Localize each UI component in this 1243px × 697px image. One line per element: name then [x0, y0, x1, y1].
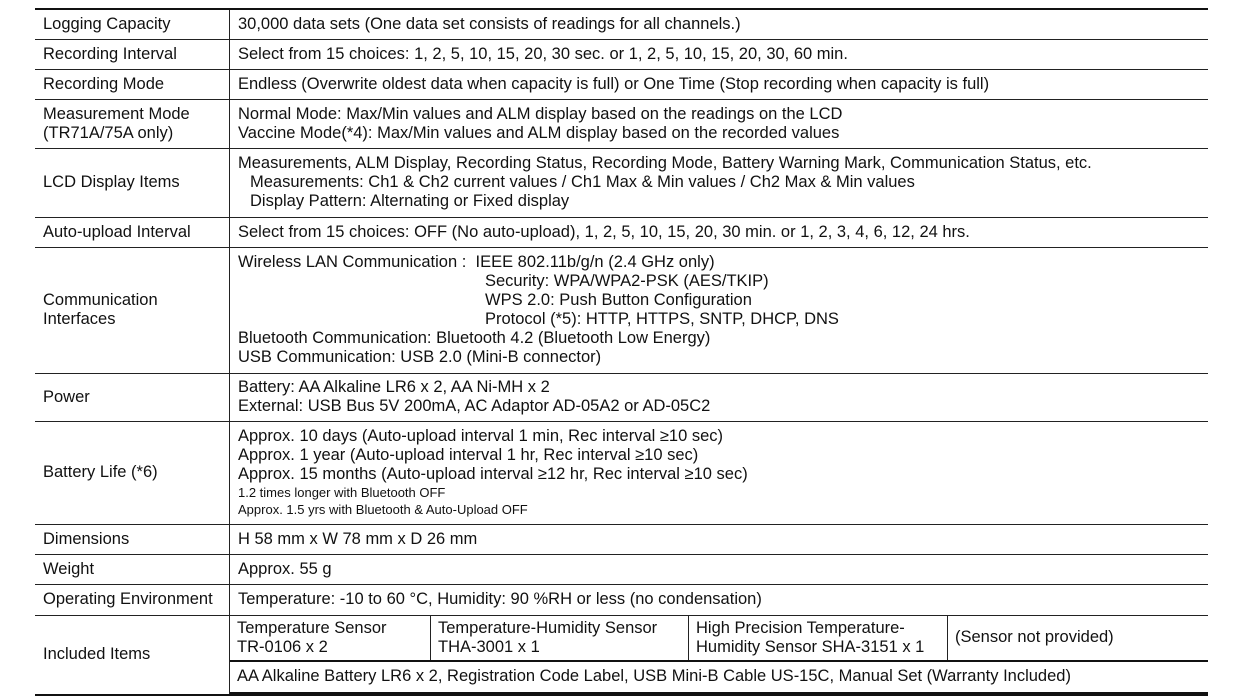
row-auto-upload-interval: Auto-upload Interval Select from 15 choic… [35, 216, 1208, 248]
accessories: AA Alkaline Battery LR6 x 2, Registratio… [230, 660, 1208, 694]
sensor-cell: Temperature-Humidity Sensor THA-3001 x 1 [430, 615, 689, 662]
label-line: (TR71A/75A only) [43, 123, 174, 142]
value-line: Bluetooth Communication: Bluetooth 4.2 (… [238, 329, 711, 347]
value-line: External: USB Bus 5V 200mA, AC Adaptor A… [238, 397, 711, 415]
row-value: Wireless LAN Communication : IEEE 802.11… [229, 246, 1208, 374]
value-line: Protocol (*5): HTTP, HTTPS, SNTP, DHCP, … [485, 310, 839, 328]
sensor-line: Temperature-Humidity Sensor [438, 618, 658, 637]
row-value: Endless (Overwrite oldest data when capa… [229, 68, 1208, 100]
value-line: Measurements, ALM Display, Recording Sta… [238, 154, 1092, 172]
row-dimensions: Dimensions H 58 mm x W 78 mm x D 26 mm [35, 523, 1208, 555]
value-line: Measurements: Ch1 & Ch2 current values /… [250, 173, 915, 191]
row-value: Approx. 10 days (Auto-upload interval 1 … [229, 420, 1208, 525]
spec-table: Logging Capacity 30,000 data sets (One da… [35, 8, 1208, 696]
row-value: Temperature Sensor TR-0106 x 2 Temperatur… [229, 614, 1208, 696]
sensor-cell: Temperature Sensor TR-0106 x 2 [230, 615, 431, 662]
sensor-line: High Precision Temperature- [696, 618, 905, 637]
row-operating-environment: Operating Environment Temperature: -10 to… [35, 583, 1208, 616]
row-label: Weight [35, 553, 230, 585]
value-line: Battery: AA Alkaline LR6 x 2, AA Ni-MH x… [238, 378, 550, 396]
sensor-line: (Sensor not provided) [955, 628, 1114, 646]
row-recording-interval: Recording Interval Select from 15 choices… [35, 38, 1208, 70]
row-label: Measurement Mode (TR71A/75A only) [35, 98, 230, 149]
row-value: Measurements, ALM Display, Recording Sta… [229, 147, 1208, 218]
row-label: LCD Display Items [35, 147, 230, 218]
row-value: Approx. 55 g [229, 553, 1208, 585]
row-communication-interfaces: Communication Interfaces Wireless LAN Comm… [35, 246, 1208, 374]
row-included-items: Included Items Temperature Sensor TR-0106… [35, 614, 1208, 696]
row-value: Select from 15 choices: OFF (No auto-upl… [229, 216, 1208, 248]
row-label: Recording Interval [35, 38, 230, 70]
value-line: Wireless LAN Communication : IEEE 802.11… [238, 253, 715, 271]
row-label: Auto-upload Interval [35, 216, 230, 248]
row-value: H 58 mm x W 78 mm x D 26 mm [229, 523, 1208, 555]
row-lcd-display-items: LCD Display Items Measurements, ALM Displ… [35, 147, 1208, 218]
row-logging-capacity: Logging Capacity 30,000 data sets (One da… [35, 8, 1208, 40]
row-value: Battery: AA Alkaline LR6 x 2, AA Ni-MH x… [229, 372, 1208, 422]
row-value: 30,000 data sets (One data set consists … [229, 8, 1208, 40]
value-line: Approx. 10 days (Auto-upload interval 1 … [238, 427, 724, 445]
sensor-cell: (Sensor not provided) [947, 615, 1208, 662]
value-line: Security: WPA/WPA2-PSK (AES/TKIP) [485, 272, 769, 290]
value-line: Vaccine Mode(*4): Max/Min values and ALM… [238, 123, 840, 142]
value-line: Approx. 1 year (Auto-upload interval 1 h… [238, 446, 699, 464]
row-weight: Weight Approx. 55 g [35, 553, 1208, 585]
row-battery-life: Battery Life (*6) Approx. 10 days (Auto-u… [35, 420, 1208, 525]
row-label: Power [35, 372, 230, 422]
row-value: Select from 15 choices: 1, 2, 5, 10, 15,… [229, 38, 1208, 70]
sensor-line: Humidity Sensor SHA-3151 x 1 [696, 637, 925, 656]
row-label: Dimensions [35, 523, 230, 555]
row-recording-mode: Recording Mode Endless (Overwrite oldest … [35, 68, 1208, 100]
row-label: Recording Mode [35, 68, 230, 100]
row-power: Power Battery: AA Alkaline LR6 x 2, AA Ni… [35, 372, 1208, 422]
row-label: Logging Capacity [35, 8, 230, 40]
value-line: Approx. 15 months (Auto-upload interval … [238, 465, 748, 483]
value-line: 1.2 times longer with Bluetooth OFF [238, 485, 446, 500]
value-line: WPS 2.0: Push Button Configuration [485, 291, 752, 309]
row-label: Battery Life (*6) [35, 420, 230, 525]
row-measurement-mode: Measurement Mode (TR71A/75A only) Normal M… [35, 98, 1208, 149]
row-value: Normal Mode: Max/Min values and ALM disp… [229, 98, 1208, 149]
label-line: Measurement Mode [43, 104, 190, 123]
row-label: Included Items [35, 614, 230, 696]
included-items-table: Temperature Sensor TR-0106 x 2 Temperatur… [230, 615, 1208, 694]
sensor-line: TR-0106 x 2 [237, 637, 328, 656]
sensor-line: Temperature Sensor [237, 618, 387, 637]
value-line: USB Communication: USB 2.0 (Mini-B conne… [238, 348, 602, 366]
sensor-line: THA-3001 x 1 [438, 637, 540, 656]
label-line: Communication [43, 291, 158, 309]
row-label: Operating Environment [35, 583, 230, 616]
value-line: Display Pattern: Alternating or Fixed di… [250, 192, 570, 210]
sensor-cell: High Precision Temperature- Humidity Sens… [688, 615, 948, 662]
row-value: Temperature: -10 to 60 °C, Humidity: 90 … [229, 583, 1208, 616]
value-line: Normal Mode: Max/Min values and ALM disp… [238, 104, 843, 123]
row-label: Communication Interfaces [35, 246, 230, 374]
label-line: Interfaces [43, 310, 116, 328]
value-line: Approx. 1.5 yrs with Bluetooth & Auto-Up… [238, 502, 528, 517]
